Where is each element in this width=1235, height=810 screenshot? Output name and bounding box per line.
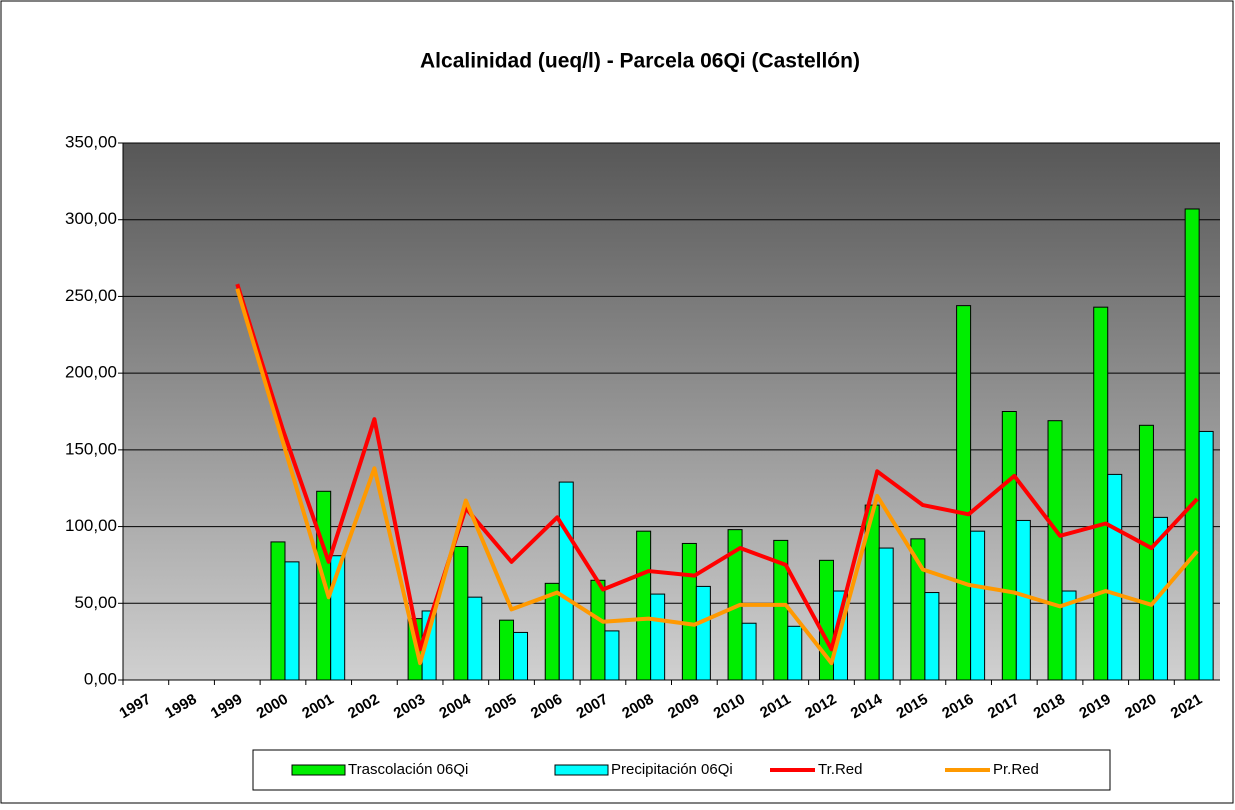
y-tick-label: 300,00 [65, 209, 117, 228]
bar [956, 305, 972, 681]
bar [650, 593, 666, 681]
legend-swatch [554, 764, 609, 776]
bar [1184, 208, 1200, 681]
bar [590, 579, 606, 681]
bar [1047, 420, 1063, 681]
bar [284, 561, 300, 681]
bar [970, 530, 986, 681]
bar [1001, 411, 1017, 681]
y-tick-label: 350,00 [65, 132, 117, 151]
bar [695, 585, 711, 681]
bar [1138, 424, 1154, 681]
line-series [235, 283, 1199, 652]
bar [878, 547, 894, 681]
bar [1107, 473, 1123, 681]
bar [270, 541, 286, 681]
chart-title: Alcalinidad (ueq/l) - Parcela 06Qi (Cast… [420, 50, 860, 73]
bar [558, 481, 574, 681]
bar [1198, 430, 1214, 681]
bar [681, 542, 697, 681]
bar [1093, 306, 1109, 681]
y-tick-label: 150,00 [65, 439, 117, 458]
line-series [235, 288, 1199, 666]
bar [636, 530, 652, 681]
bar [1061, 590, 1077, 681]
plot-area [123, 143, 1220, 680]
legend-label: Pr.Red [993, 761, 1039, 778]
y-tick-label: 50,00 [74, 593, 117, 612]
y-tick-label: 250,00 [65, 286, 117, 305]
bar [1152, 516, 1168, 681]
legend-label: Trascolación 06Qi [348, 761, 468, 778]
bar [513, 631, 529, 681]
legend-label: Tr.Red [818, 761, 862, 778]
bar [499, 619, 515, 681]
y-tick-label: 100,00 [65, 516, 117, 535]
bar [1015, 519, 1031, 681]
bar [787, 625, 803, 681]
legend-swatch [291, 764, 346, 776]
bar [604, 630, 620, 681]
legend-label: Precipitación 06Qi [611, 761, 733, 778]
bar [453, 546, 469, 681]
bar [741, 622, 757, 681]
bar [924, 592, 940, 681]
y-tick-label: 200,00 [65, 363, 117, 382]
bar [467, 596, 483, 681]
y-tick-label: 0,00 [84, 669, 117, 688]
